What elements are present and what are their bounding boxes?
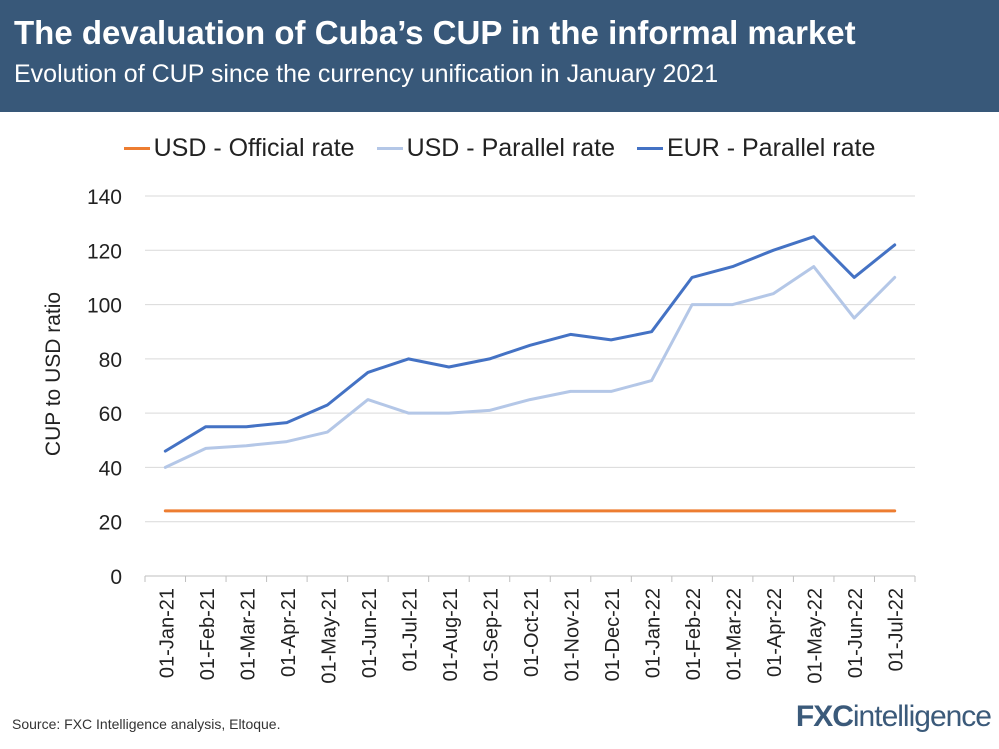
- y-tick-label-60: 60: [99, 403, 122, 426]
- x-tick-label-6: 01-Jul-21: [399, 588, 421, 671]
- x-tick-label-18: 01-Jul-22: [886, 588, 908, 671]
- header-banner: The devaluation of Cuba’s CUP in the inf…: [0, 0, 999, 112]
- x-tick-label-8: 01-Sep-21: [480, 588, 502, 681]
- logo-rest-text: intelligence: [852, 700, 992, 733]
- legend-swatch-official: [123, 146, 150, 150]
- fxc-logo: FXCintelligence: [795, 700, 992, 734]
- axis-layer: 0 20 40 60 80 100 120 140 01-Jan-21 01-Feb-21 01-M…: [87, 186, 916, 684]
- x-tick-label-16: 01-May-22: [805, 588, 827, 684]
- legend-label-usd-parallel: USD - Parallel rate: [406, 133, 615, 162]
- x-tick-label-13: 01-Feb-22: [683, 588, 705, 680]
- legend-item-eur-parallel: EUR - Parallel rate: [636, 133, 876, 163]
- grid-layer: [145, 195, 915, 523]
- y-axis-label: CUP to USD ratio: [42, 292, 65, 456]
- x-tick-label-4: 01-May-21: [318, 588, 340, 684]
- legend-item-usd-parallel: USD - Parallel rate: [376, 133, 615, 163]
- x-tick-label-2: 01-Mar-21: [237, 588, 259, 680]
- x-tick-label-5: 01-Jun-21: [359, 588, 381, 678]
- x-tick-label-15: 01-Apr-22: [764, 588, 786, 677]
- y-tick-label-120: 120: [87, 240, 122, 263]
- x-tick-label-10: 01-Nov-21: [562, 588, 584, 681]
- y-tick-label-20: 20: [99, 512, 122, 535]
- page-title: The devaluation of Cuba’s CUP in the inf…: [14, 14, 856, 51]
- series-layer: [163, 235, 897, 513]
- y-tick-label-140: 140: [87, 186, 122, 209]
- legend-label-official: USD - Official rate: [153, 133, 355, 162]
- logo-bold-text: FXC: [795, 700, 854, 733]
- x-tick-label-12: 01-Jan-22: [643, 588, 665, 678]
- legend-item-official: USD - Official rate: [123, 133, 355, 163]
- source-note: Source: FXC Intelligence analysis, Eltoq…: [12, 716, 281, 732]
- legend-swatch-usd-parallel: [376, 146, 403, 150]
- series-line-1: [163, 265, 897, 469]
- x-tick-label-9: 01-Oct-21: [521, 588, 543, 677]
- legend-swatch-eur-parallel: [636, 146, 663, 150]
- chart-legend: USD - Official rate USD - Parallel rate …: [0, 130, 999, 166]
- y-tick-label-80: 80: [99, 349, 122, 372]
- x-tick-label-7: 01-Aug-21: [440, 588, 462, 681]
- x-tick-label-11: 01-Dec-21: [602, 588, 624, 681]
- x-tick-label-1: 01-Feb-21: [197, 588, 219, 680]
- series-line-2: [163, 235, 897, 453]
- y-tick-label-100: 100: [87, 295, 122, 318]
- x-tick-label-17: 01-Jun-22: [845, 588, 867, 678]
- legend-label-eur-parallel: EUR - Parallel rate: [666, 133, 876, 162]
- y-tick-label-40: 40: [99, 457, 122, 480]
- x-tick-label-0: 01-Jan-21: [156, 588, 178, 678]
- x-tick-label-3: 01-Apr-21: [278, 588, 300, 677]
- page-subtitle: Evolution of CUP since the currency unif…: [14, 60, 719, 88]
- y-tick-label-0: 0: [110, 566, 122, 589]
- x-tick-label-14: 01-Mar-22: [724, 588, 746, 680]
